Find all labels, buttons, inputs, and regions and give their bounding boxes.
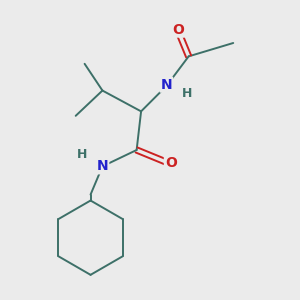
Text: H: H xyxy=(76,148,87,161)
Text: O: O xyxy=(172,22,184,37)
Text: O: O xyxy=(165,156,177,170)
Text: H: H xyxy=(182,87,192,100)
Text: N: N xyxy=(97,159,108,173)
Text: N: N xyxy=(160,78,172,92)
